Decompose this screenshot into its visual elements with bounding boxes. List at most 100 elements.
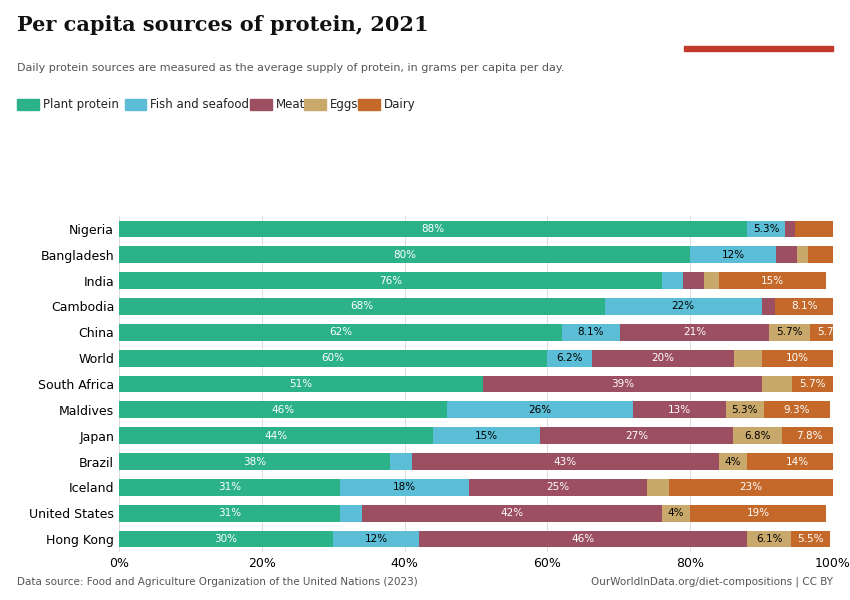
- Bar: [790, 530, 830, 547]
- Bar: [762, 298, 775, 315]
- Text: 62%: 62%: [329, 328, 352, 337]
- Text: in Data: in Data: [734, 32, 783, 45]
- Bar: [119, 479, 340, 496]
- Bar: [684, 46, 833, 51]
- Bar: [764, 401, 830, 418]
- Text: 12%: 12%: [365, 534, 388, 544]
- Bar: [690, 505, 826, 521]
- Text: 5.7%: 5.7%: [799, 379, 826, 389]
- Text: Eggs: Eggs: [330, 98, 359, 111]
- Bar: [390, 453, 411, 470]
- Text: 30%: 30%: [214, 534, 238, 544]
- Text: 19%: 19%: [746, 508, 769, 518]
- Text: 12%: 12%: [722, 250, 745, 260]
- Bar: [469, 479, 648, 496]
- Text: Plant protein: Plant protein: [42, 98, 119, 111]
- Bar: [562, 324, 620, 341]
- Bar: [592, 350, 734, 367]
- Bar: [726, 401, 764, 418]
- Text: 5.3%: 5.3%: [753, 224, 779, 234]
- Text: 4%: 4%: [725, 457, 741, 467]
- Bar: [119, 376, 483, 392]
- Text: 9.3%: 9.3%: [784, 405, 810, 415]
- Bar: [669, 479, 833, 496]
- Bar: [119, 453, 390, 470]
- Text: 13%: 13%: [668, 405, 691, 415]
- Bar: [620, 324, 769, 341]
- Bar: [119, 221, 747, 238]
- Text: 7.8%: 7.8%: [796, 431, 823, 440]
- Bar: [683, 272, 705, 289]
- Text: 68%: 68%: [350, 301, 373, 311]
- Text: 6.1%: 6.1%: [756, 534, 782, 544]
- Bar: [447, 401, 633, 418]
- Text: 46%: 46%: [571, 534, 595, 544]
- Bar: [411, 453, 719, 470]
- Text: 46%: 46%: [272, 405, 295, 415]
- Bar: [119, 247, 690, 263]
- Text: Data source: Food and Agriculture Organization of the United Nations (2023): Data source: Food and Agriculture Organi…: [17, 577, 417, 587]
- Bar: [719, 272, 826, 289]
- Bar: [795, 221, 833, 238]
- Bar: [719, 453, 747, 470]
- Bar: [747, 453, 847, 470]
- Bar: [810, 324, 850, 341]
- Bar: [747, 221, 785, 238]
- Text: 42%: 42%: [500, 508, 524, 518]
- Text: 18%: 18%: [393, 482, 416, 493]
- Bar: [775, 298, 833, 315]
- Text: 80%: 80%: [393, 250, 416, 260]
- Text: Our World: Our World: [725, 14, 792, 27]
- Text: Meat: Meat: [275, 98, 305, 111]
- Text: 76%: 76%: [379, 275, 402, 286]
- Bar: [119, 350, 547, 367]
- Bar: [661, 505, 690, 521]
- Bar: [792, 376, 833, 392]
- Text: 26%: 26%: [529, 405, 552, 415]
- Text: 31%: 31%: [218, 508, 241, 518]
- Text: 6.2%: 6.2%: [556, 353, 583, 363]
- Text: 6.8%: 6.8%: [744, 431, 771, 440]
- Text: 25%: 25%: [547, 482, 570, 493]
- Text: 44%: 44%: [264, 431, 287, 440]
- Bar: [340, 479, 469, 496]
- Bar: [483, 376, 762, 392]
- Bar: [785, 221, 795, 238]
- Bar: [747, 530, 790, 547]
- Bar: [733, 427, 782, 444]
- Bar: [734, 350, 762, 367]
- Text: 88%: 88%: [422, 224, 445, 234]
- Text: 38%: 38%: [243, 457, 266, 467]
- Text: 15%: 15%: [761, 275, 784, 286]
- Bar: [541, 427, 733, 444]
- Text: 15%: 15%: [475, 431, 498, 440]
- Bar: [547, 350, 592, 367]
- Text: 31%: 31%: [218, 482, 241, 493]
- Text: Per capita sources of protein, 2021: Per capita sources of protein, 2021: [17, 15, 428, 35]
- Text: 10%: 10%: [785, 353, 809, 363]
- Text: 22%: 22%: [672, 301, 694, 311]
- Bar: [648, 479, 669, 496]
- Bar: [419, 530, 747, 547]
- Text: 27%: 27%: [625, 431, 649, 440]
- Text: 51%: 51%: [290, 379, 313, 389]
- Bar: [762, 376, 792, 392]
- Bar: [633, 401, 726, 418]
- Text: 8.1%: 8.1%: [790, 301, 818, 311]
- Bar: [434, 427, 541, 444]
- Bar: [604, 298, 762, 315]
- Text: 23%: 23%: [740, 482, 762, 493]
- Bar: [333, 530, 419, 547]
- Bar: [119, 505, 340, 521]
- Bar: [119, 324, 562, 341]
- Text: 60%: 60%: [321, 353, 345, 363]
- Bar: [119, 530, 333, 547]
- Bar: [797, 247, 808, 263]
- Text: Fish and seafood: Fish and seafood: [150, 98, 249, 111]
- Text: 5.7%: 5.7%: [817, 328, 844, 337]
- Text: 5.7%: 5.7%: [777, 328, 803, 337]
- Bar: [119, 401, 447, 418]
- Text: 5.3%: 5.3%: [732, 405, 758, 415]
- Bar: [782, 427, 837, 444]
- Text: 14%: 14%: [785, 457, 809, 467]
